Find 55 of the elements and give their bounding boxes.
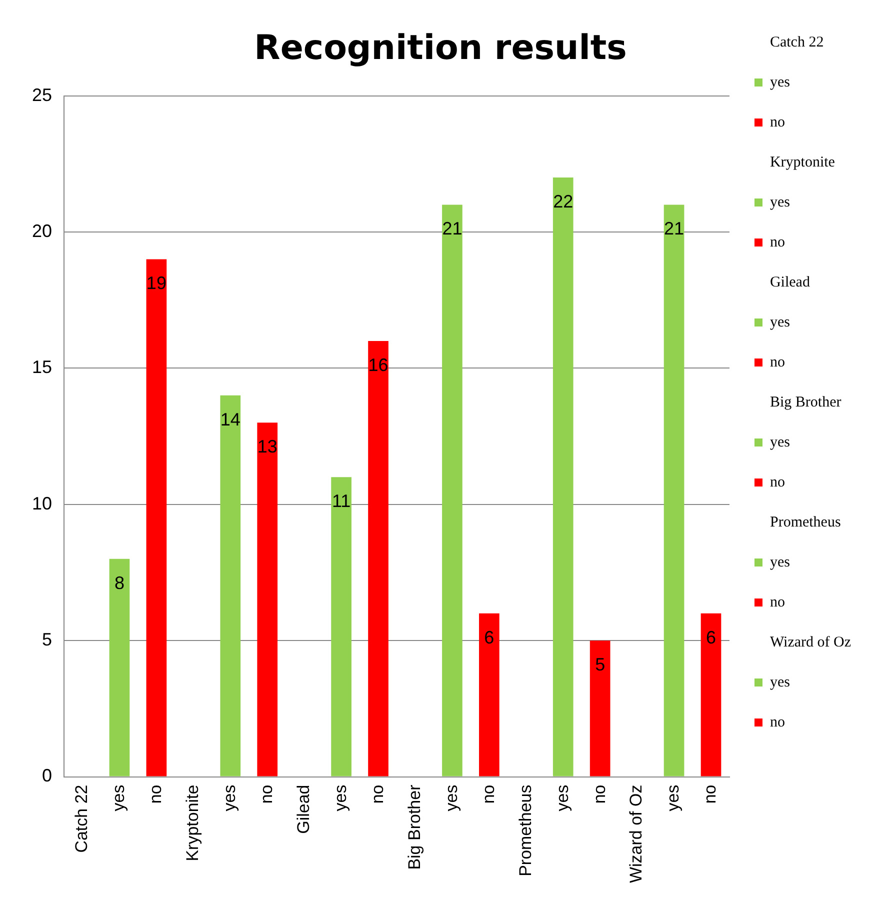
category-label: Prometheus [770, 514, 841, 530]
category-label: Catch 22 [770, 34, 824, 50]
legend-label: no [770, 114, 785, 130]
data-label: 22 [553, 191, 574, 212]
data-label: 21 [442, 218, 462, 239]
data-label: 6 [706, 627, 716, 648]
y-tick-label: 5 [42, 630, 52, 650]
x-tick-label: no [146, 784, 166, 804]
x-tick-label: no [700, 784, 720, 804]
category-label: Big Brother [770, 394, 842, 410]
data-label: 16 [368, 354, 388, 375]
category-label: Kryptonite [770, 154, 835, 170]
y-tick-label: 20 [32, 220, 52, 241]
x-tick-label: Wizard of Oz [626, 784, 646, 884]
data-label: 19 [146, 273, 166, 294]
legend-label: yes [770, 194, 790, 210]
legend-label: no [770, 474, 785, 490]
data-label: 14 [220, 409, 240, 430]
chart-title: Recognition results [254, 28, 627, 68]
data-label: 6 [484, 627, 494, 648]
x-tick-label: yes [109, 784, 128, 812]
x-tick-label: no [368, 784, 387, 804]
legend-label: yes [770, 314, 790, 330]
y-tick-label: 0 [42, 766, 52, 786]
category-label: Gilead [770, 274, 810, 290]
x-tick-label: no [478, 784, 498, 804]
x-tick-label: yes [552, 784, 572, 812]
x-tick-label: yes [664, 784, 683, 812]
legend-label: yes [770, 674, 790, 690]
legend-label: no [770, 594, 785, 610]
x-tick-label: yes [330, 784, 350, 812]
data-label: 5 [595, 654, 606, 675]
x-tick-label: yes [220, 784, 240, 812]
data-label: 8 [114, 572, 124, 593]
x-tick-label: no [590, 784, 609, 804]
x-tick-label: yes [442, 784, 461, 812]
legend-label: yes [770, 554, 790, 570]
x-tick-label: Catch 22 [72, 784, 92, 853]
x-tick-label: Kryptonite [183, 784, 202, 862]
legend-label: no [770, 714, 785, 730]
data-label: 11 [332, 491, 351, 512]
data-label: 13 [257, 436, 278, 457]
legend-label: no [770, 354, 785, 370]
category-label: Wizard of Oz [770, 634, 852, 650]
legend-label: yes [770, 74, 790, 90]
legend-label: no [770, 234, 785, 250]
x-tick-label: Gilead [294, 784, 314, 834]
x-tick-label: no [257, 784, 276, 804]
y-tick-label: 15 [32, 357, 52, 378]
x-tick-label: Big Brother [404, 784, 424, 870]
x-tick-label: Prometheus [516, 784, 535, 876]
data-label: 21 [664, 218, 684, 239]
legend-label: yes [770, 434, 790, 450]
y-tick-label: 10 [32, 493, 52, 514]
y-tick-label: 25 [32, 84, 52, 105]
